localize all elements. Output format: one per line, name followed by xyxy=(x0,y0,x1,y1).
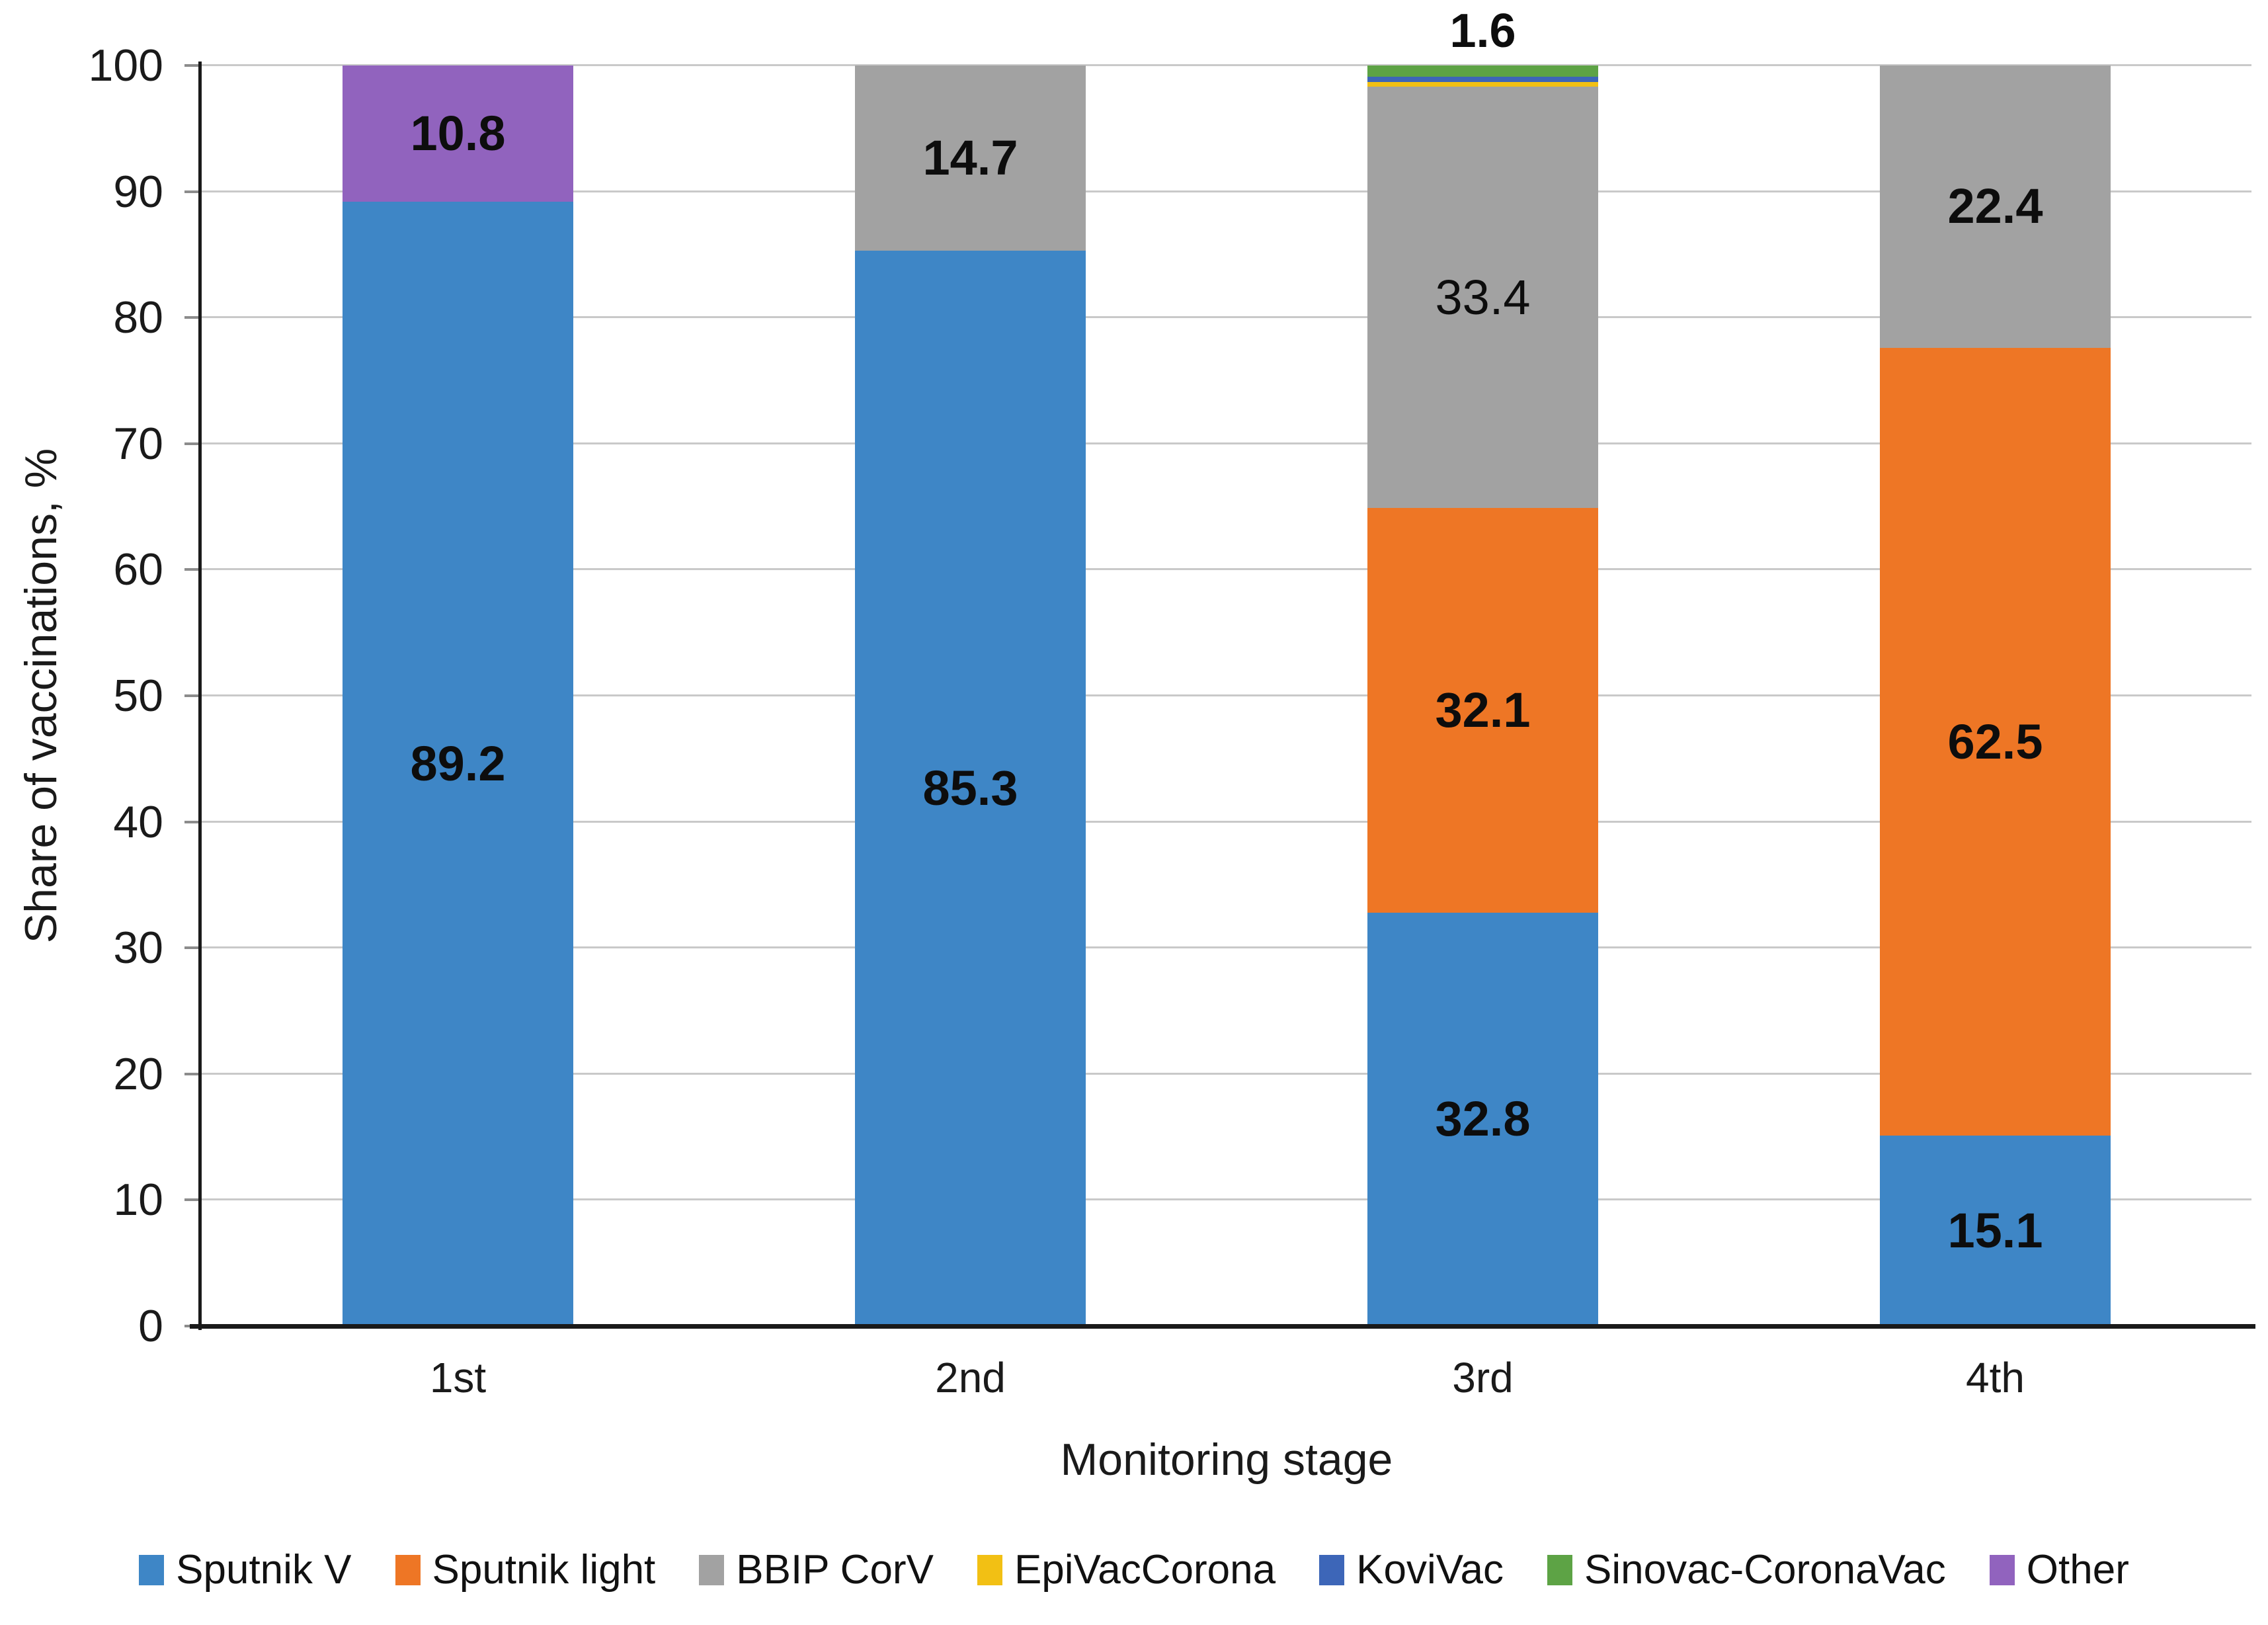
y-tick-label-80: 80 xyxy=(113,292,163,343)
segment-sputnik-v-1st: 89.2 xyxy=(343,201,573,1326)
data-label-sputnik-v-3rd: 32.8 xyxy=(1435,1091,1531,1147)
y-tick-label-100: 100 xyxy=(88,40,163,91)
plot-area: 89.2 10.8 85.3 14.7 32.8 32.1 33.4 1.6 15.1 62.5 2… xyxy=(184,7,2255,1330)
legend-marker-icon-sputnik-light xyxy=(395,1554,421,1585)
x-axis-title: Monitoring stage xyxy=(1060,1435,1393,1485)
legend-item-sinovac-coronavac: Sinovac-CoronaVac xyxy=(1547,1546,1946,1593)
y-axis-line xyxy=(198,62,202,1330)
data-label-bbip-corv-3rd: 33.4 xyxy=(1435,269,1531,325)
gridline-30 xyxy=(202,946,2251,949)
gridline-80 xyxy=(202,316,2251,319)
gridline-10 xyxy=(202,1198,2251,1201)
legend-item-kovivac: KoviVac xyxy=(1319,1546,1504,1593)
legend-item-sputnik-v: Sputnik V xyxy=(139,1546,352,1593)
tick-mark-20 xyxy=(184,1072,202,1075)
y-tick-label-20: 20 xyxy=(113,1048,163,1099)
legend-label-kovivac: KoviVac xyxy=(1356,1547,1504,1593)
legend-marker-icon-sinovac-coronavac xyxy=(1547,1554,1572,1585)
y-tick-label-70: 70 xyxy=(113,418,163,469)
gridline-100 xyxy=(202,64,2251,66)
legend: Sputnik V Sputnik light BBIP CorV EpiVacCor… xyxy=(0,1546,2268,1593)
segment-epivaccorona-3rd xyxy=(1367,81,1598,87)
segment-sputnik-light-4th: 62.5 xyxy=(1880,347,2111,1136)
legend-label-sputnik-v: Sputnik V xyxy=(176,1547,352,1593)
legend-label-sputnik-light: Sputnik light xyxy=(432,1547,656,1593)
legend-marker-icon-bbip-corv xyxy=(699,1554,725,1585)
legend-item-other: Other xyxy=(1989,1546,2129,1593)
data-label-sputnik-v-1st: 89.2 xyxy=(410,735,506,791)
data-label-bbip-corv-2nd: 14.7 xyxy=(922,130,1018,186)
y-tick-label-0: 0 xyxy=(138,1301,163,1351)
data-label-sputnik-v-2nd: 85.3 xyxy=(922,761,1018,816)
bar-slot-4th: 15.1 62.5 22.4 xyxy=(1739,65,2251,1326)
data-label-other-1st: 10.8 xyxy=(410,105,506,161)
gridline-90 xyxy=(202,190,2251,192)
legend-marker-icon-sputnik-v xyxy=(139,1554,165,1585)
gridline-60 xyxy=(202,568,2251,571)
legend-marker-icon-kovivac xyxy=(1319,1554,1345,1585)
bar-slot-2nd: 85.3 14.7 xyxy=(714,65,1227,1326)
segment-kovivac-3rd xyxy=(1367,77,1598,82)
x-tick-label-2nd: 2nd xyxy=(935,1354,1006,1401)
y-tick-label-10: 10 xyxy=(113,1175,163,1226)
tick-mark-80 xyxy=(184,316,202,319)
legend-item-epivaccorona: EpiVacCorona xyxy=(977,1546,1276,1593)
x-tick-label-3rd: 3rd xyxy=(1452,1354,1514,1401)
bar-slot-3rd: 32.8 32.1 33.4 1.6 xyxy=(1227,7,1739,1326)
data-label-sputnik-v-4th: 15.1 xyxy=(1947,1203,2043,1259)
bars: 89.2 10.8 85.3 14.7 32.8 32.1 33.4 1.6 15.1 62.5 2… xyxy=(202,7,2251,1326)
data-label-bbip-corv-4th: 22.4 xyxy=(1947,179,2043,234)
bar-slot-1st: 89.2 10.8 xyxy=(202,65,714,1326)
data-label-sputnik-light-4th: 62.5 xyxy=(1947,714,2043,769)
segment-bbip-corv-3rd: 33.4 xyxy=(1367,87,1598,509)
annotation-above-bar-3rd: 1.6 xyxy=(1449,5,1516,58)
gridline-50 xyxy=(202,694,2251,696)
tick-mark-40 xyxy=(184,820,202,823)
legend-label-sinovac-coronavac: Sinovac-CoronaVac xyxy=(1584,1547,1946,1593)
segment-sinovac-coronavac-3rd xyxy=(1367,65,1598,77)
segment-sputnik-light-3rd: 32.1 xyxy=(1367,508,1598,913)
tick-mark-60 xyxy=(184,568,202,571)
legend-item-sputnik-light: Sputnik light xyxy=(395,1546,656,1593)
legend-label-other: Other xyxy=(2026,1547,2129,1593)
legend-marker-icon-epivaccorona xyxy=(977,1554,1002,1585)
legend-label-epivaccorona: EpiVacCorona xyxy=(1014,1547,1276,1593)
segment-sputnik-v-3rd: 32.8 xyxy=(1367,912,1598,1326)
legend-marker-icon-other xyxy=(1989,1554,2015,1585)
gridline-20 xyxy=(202,1072,2251,1075)
tick-mark-90 xyxy=(184,190,202,193)
segment-other-1st: 10.8 xyxy=(343,65,573,202)
segment-bbip-corv-4th: 22.4 xyxy=(1880,65,2111,348)
tick-mark-100 xyxy=(184,64,202,67)
data-label-sputnik-light-3rd: 32.1 xyxy=(1435,682,1531,737)
tick-mark-10 xyxy=(184,1198,202,1202)
segment-sputnik-v-2nd: 85.3 xyxy=(855,251,1086,1326)
tick-mark-50 xyxy=(184,694,202,697)
gridline-70 xyxy=(202,442,2251,444)
segment-sputnik-v-4th: 15.1 xyxy=(1880,1136,2111,1326)
bar-2nd: 85.3 14.7 xyxy=(855,65,1086,1326)
x-axis-ticks: 1st 2nd 3rd 4th xyxy=(202,1353,2251,1402)
y-tick-label-60: 60 xyxy=(113,544,163,595)
legend-label-bbip-corv: BBIP CorV xyxy=(736,1547,934,1593)
y-axis-ticks: 0 10 20 30 40 50 60 70 80 90 100 xyxy=(0,43,202,1349)
tick-mark-30 xyxy=(184,946,202,950)
bar-4th: 15.1 62.5 22.4 xyxy=(1880,65,2111,1326)
y-tick-label-50: 50 xyxy=(113,671,163,721)
bar-3rd: 32.8 32.1 33.4 xyxy=(1367,65,1598,1326)
legend-item-bbip-corv: BBIP CorV xyxy=(699,1546,934,1593)
x-axis-line xyxy=(190,1324,2255,1329)
gridline-40 xyxy=(202,820,2251,823)
y-tick-label-30: 30 xyxy=(113,923,163,974)
bar-1st: 89.2 10.8 xyxy=(343,65,573,1326)
y-tick-label-40: 40 xyxy=(113,796,163,847)
x-tick-label-4th: 4th xyxy=(1966,1354,2025,1401)
y-tick-label-90: 90 xyxy=(113,166,163,217)
segment-bbip-corv-2nd: 14.7 xyxy=(855,65,1086,251)
tick-mark-70 xyxy=(184,442,202,445)
x-tick-label-1st: 1st xyxy=(429,1354,487,1401)
